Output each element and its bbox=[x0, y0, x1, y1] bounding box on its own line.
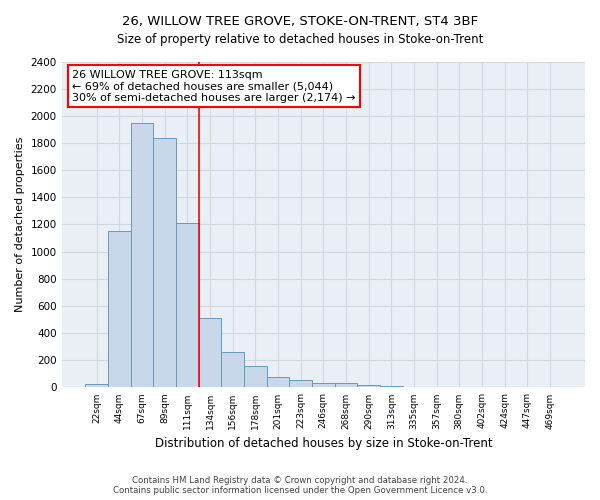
Bar bbox=[335, 382, 358, 388]
Bar bbox=[154, 138, 176, 388]
Bar bbox=[176, 223, 199, 388]
Text: Size of property relative to detached houses in Stoke-on-Trent: Size of property relative to detached ho… bbox=[117, 32, 483, 46]
Bar bbox=[221, 352, 244, 388]
Bar bbox=[312, 382, 335, 388]
Bar bbox=[448, 387, 470, 388]
Bar bbox=[244, 366, 266, 388]
X-axis label: Distribution of detached houses by size in Stoke-on-Trent: Distribution of detached houses by size … bbox=[155, 437, 492, 450]
Bar bbox=[289, 380, 312, 388]
Bar bbox=[85, 384, 108, 388]
Bar bbox=[403, 387, 425, 388]
Bar bbox=[131, 122, 154, 388]
Text: 26, WILLOW TREE GROVE, STOKE-ON-TRENT, ST4 3BF: 26, WILLOW TREE GROVE, STOKE-ON-TRENT, S… bbox=[122, 15, 478, 28]
Bar bbox=[199, 318, 221, 388]
Bar bbox=[358, 384, 380, 388]
Bar bbox=[425, 387, 448, 388]
Text: Contains HM Land Registry data © Crown copyright and database right 2024.
Contai: Contains HM Land Registry data © Crown c… bbox=[113, 476, 487, 495]
Y-axis label: Number of detached properties: Number of detached properties bbox=[15, 137, 25, 312]
Text: 26 WILLOW TREE GROVE: 113sqm
← 69% of detached houses are smaller (5,044)
30% of: 26 WILLOW TREE GROVE: 113sqm ← 69% of de… bbox=[72, 70, 356, 103]
Bar bbox=[266, 376, 289, 388]
Bar bbox=[108, 232, 131, 388]
Bar bbox=[380, 386, 403, 388]
